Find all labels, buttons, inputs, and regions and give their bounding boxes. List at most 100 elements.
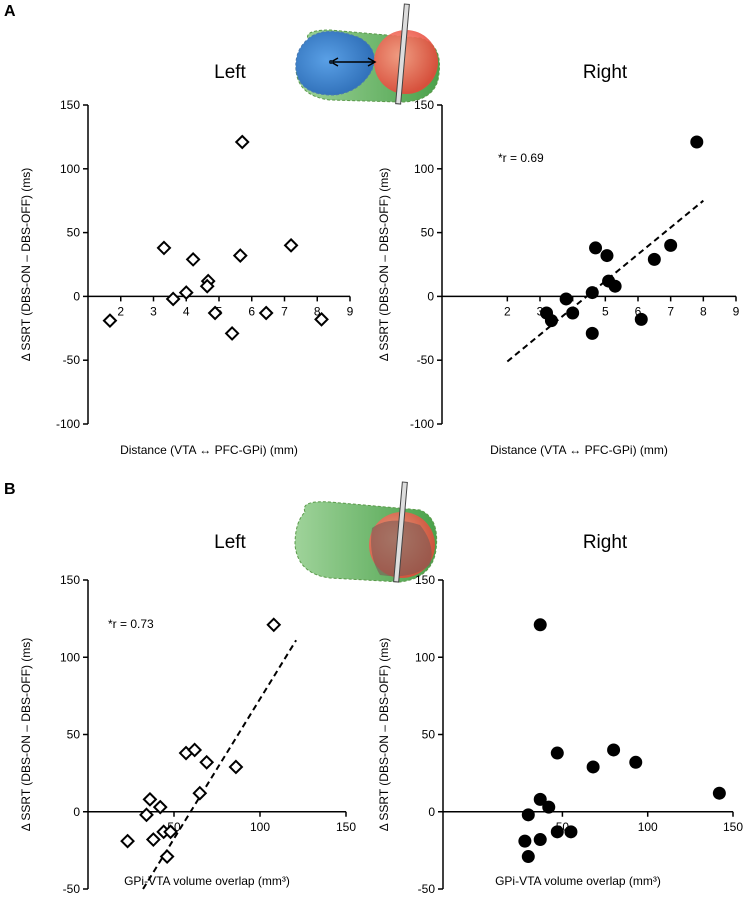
x-axis-label: Distance (VTA ↔ PFC-GPi) (mm) bbox=[490, 443, 668, 457]
point bbox=[664, 238, 678, 252]
x-tick-label: 7 bbox=[281, 304, 288, 318]
point bbox=[185, 251, 201, 267]
point bbox=[192, 785, 208, 801]
y-tick-label: 100 bbox=[414, 162, 434, 176]
y-axis-label: Δ SSRT (DBS-ON – DBS-OFF) (ms) bbox=[377, 638, 391, 832]
point bbox=[542, 800, 556, 814]
x-axis-label: Distance (VTA ↔ PFC-GPi) (mm) bbox=[120, 443, 298, 457]
point bbox=[159, 849, 175, 864]
point bbox=[647, 252, 661, 266]
y-tick-label: 50 bbox=[67, 728, 81, 742]
x-tick-label: 2 bbox=[504, 304, 511, 318]
point bbox=[585, 286, 599, 300]
point bbox=[232, 248, 248, 263]
point bbox=[224, 325, 240, 341]
point bbox=[142, 791, 158, 807]
y-tick-label: -50 bbox=[63, 353, 81, 367]
point bbox=[283, 237, 299, 253]
chart-title: Left bbox=[214, 532, 246, 553]
point bbox=[120, 833, 135, 849]
y-tick-label: -50 bbox=[418, 882, 436, 896]
point bbox=[629, 755, 643, 769]
x-tick-label: 100 bbox=[250, 820, 270, 834]
y-tick-label: 50 bbox=[422, 728, 436, 742]
point bbox=[550, 746, 564, 760]
point bbox=[521, 850, 535, 864]
x-tick-label: 2 bbox=[117, 304, 124, 318]
point bbox=[152, 799, 168, 815]
point bbox=[187, 742, 203, 758]
y-axis-label: Δ SSRT (DBS-ON – DBS-OFF) (ms) bbox=[377, 168, 391, 362]
y-tick-label: 150 bbox=[60, 573, 80, 587]
y-tick-label: 100 bbox=[60, 162, 80, 176]
point bbox=[266, 617, 282, 633]
point bbox=[712, 786, 726, 800]
x-tick-label: 6 bbox=[635, 304, 642, 318]
y-tick-label: -50 bbox=[63, 882, 81, 896]
point bbox=[544, 314, 558, 328]
chart-title: Left bbox=[214, 62, 246, 83]
annotation: *r = 0.73 bbox=[108, 617, 154, 631]
y-axis-label: Δ SSRT (DBS-ON – DBS-OFF) (ms) bbox=[19, 638, 33, 832]
panel-label: B bbox=[4, 481, 16, 498]
point bbox=[607, 743, 621, 757]
y-tick-label: -100 bbox=[56, 417, 80, 431]
y-tick-label: -100 bbox=[410, 417, 434, 431]
point bbox=[207, 305, 223, 321]
y-tick-label: 100 bbox=[60, 650, 80, 664]
x-tick-label: 150 bbox=[723, 820, 743, 834]
point bbox=[178, 285, 194, 300]
x-tick-label: 7 bbox=[667, 304, 674, 318]
y-tick-label: 50 bbox=[421, 226, 435, 240]
x-tick-label: 3 bbox=[150, 304, 157, 318]
point bbox=[600, 249, 614, 263]
point bbox=[589, 241, 603, 255]
point bbox=[145, 832, 161, 847]
point bbox=[533, 618, 547, 632]
point bbox=[559, 292, 573, 306]
trend-line bbox=[506, 199, 704, 363]
x-axis-label: GPi-VTA volume overlap (mm³) bbox=[124, 874, 290, 888]
trend-line bbox=[142, 639, 297, 890]
point bbox=[518, 834, 532, 848]
y-tick-label: 100 bbox=[415, 650, 435, 664]
y-tick-label: 0 bbox=[428, 805, 435, 819]
annotation: *r = 0.69 bbox=[498, 151, 544, 165]
y-tick-label: 150 bbox=[414, 98, 434, 112]
x-tick-label: 9 bbox=[347, 304, 354, 318]
x-axis-label: GPi-VTA volume overlap (mm³) bbox=[495, 874, 661, 888]
point bbox=[199, 278, 215, 294]
point bbox=[634, 312, 648, 326]
point bbox=[586, 760, 600, 774]
chart-title: Right bbox=[583, 62, 628, 83]
y-tick-label: 0 bbox=[73, 289, 80, 303]
illustration bbox=[294, 481, 438, 583]
panel-label: A bbox=[4, 3, 16, 20]
x-tick-label: 3 bbox=[537, 304, 544, 318]
x-tick-label: 8 bbox=[314, 304, 321, 318]
x-tick-label: 4 bbox=[183, 304, 190, 318]
point bbox=[139, 807, 154, 823]
point bbox=[585, 326, 599, 340]
x-tick-label: 150 bbox=[336, 820, 356, 834]
x-tick-label: 8 bbox=[700, 304, 707, 318]
point bbox=[234, 134, 250, 150]
y-tick-label: 0 bbox=[427, 289, 434, 303]
x-tick-label: 6 bbox=[248, 304, 255, 318]
y-axis-label: Δ SSRT (DBS-ON – DBS-OFF) (ms) bbox=[19, 168, 33, 362]
point bbox=[156, 240, 172, 256]
point bbox=[533, 792, 547, 806]
y-tick-label: 150 bbox=[415, 573, 435, 587]
point bbox=[521, 808, 535, 822]
x-tick-label: 100 bbox=[638, 820, 658, 834]
point bbox=[102, 313, 118, 329]
point bbox=[550, 825, 564, 839]
chart-title: Right bbox=[583, 532, 628, 553]
point bbox=[199, 754, 215, 770]
x-tick-label: 5 bbox=[602, 304, 609, 318]
y-tick-label: 0 bbox=[73, 805, 80, 819]
point bbox=[163, 824, 178, 840]
point bbox=[165, 291, 181, 307]
point bbox=[314, 311, 329, 327]
